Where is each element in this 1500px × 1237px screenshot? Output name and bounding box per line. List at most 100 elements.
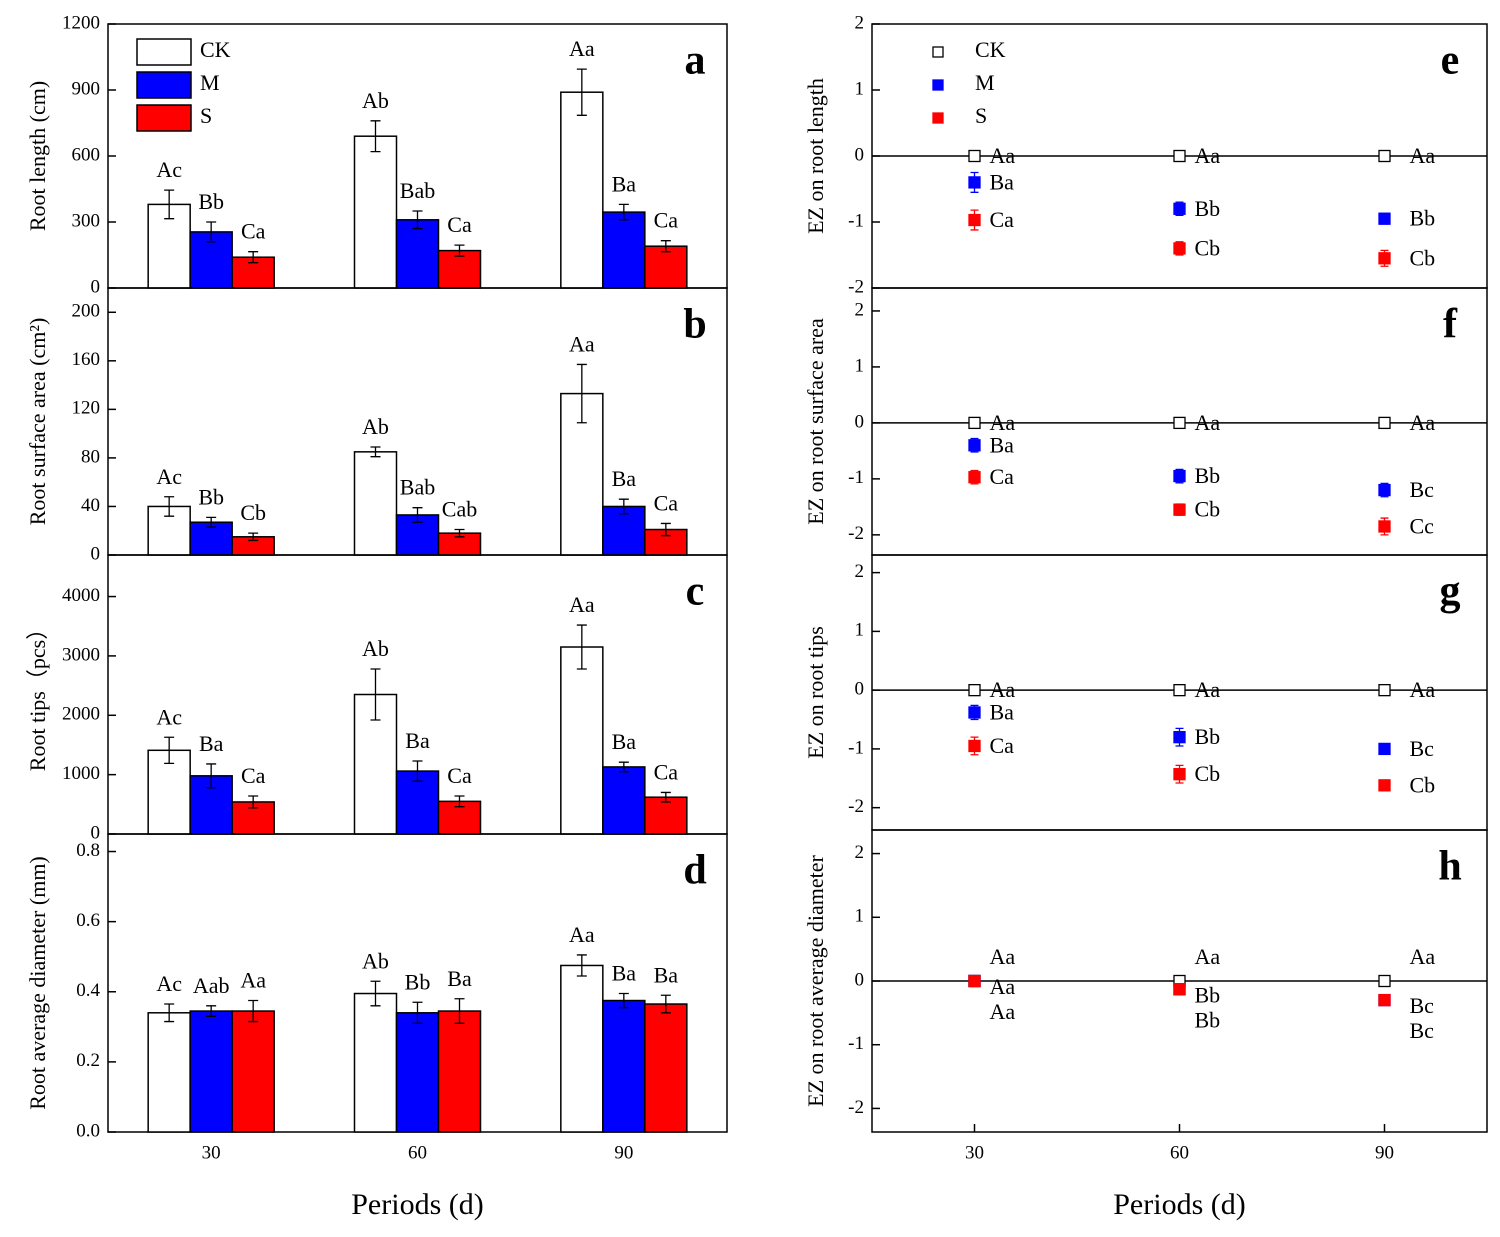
group-letter: Ba [612,171,637,196]
bar [602,766,646,835]
bar [644,245,688,289]
error-bar [412,507,423,523]
y-tick-label: 1 [855,78,865,99]
point [968,706,981,719]
group-letter: Aa [1410,410,1436,435]
group-letter: Bab [400,475,435,500]
group-letter: Ba [990,169,1015,194]
x-tick-label: 30 [965,1142,984,1163]
error-bar [454,528,465,538]
panel-label: e [1441,38,1460,84]
x-axis-label: Periods (d) [351,1188,483,1221]
error-bar [248,251,259,264]
point [968,213,981,227]
legend-swatch [136,38,192,66]
legend-swatch [932,112,944,124]
point [968,439,981,452]
group-letter: Ba [612,729,637,754]
group-letter: Aa [1410,143,1436,168]
y-tick-label: -1 [848,1033,864,1054]
bar [395,1012,440,1133]
error-bar [576,363,587,424]
group-letter: Ca [447,763,472,788]
y-tick-label: 160 [72,349,101,370]
point [1378,974,1391,988]
point [1173,503,1186,516]
y-tick-label: -1 [848,210,864,231]
y-tick-label: 0.6 [76,910,100,931]
point [968,974,981,988]
error-bar [618,992,629,1009]
y-tick-label: 0.4 [76,980,100,1001]
y-tick-label: 80 [81,446,100,467]
y-tick-label: 2 [855,12,865,33]
group-letter: Ca [990,207,1015,232]
bar [189,1010,233,1133]
y-tick-label: 40 [81,495,100,516]
legend-label: CK [200,37,231,62]
bar [231,1010,275,1133]
group-letter: Aa [1195,677,1221,702]
y-axis-label: EZ on root average diameter [803,855,828,1107]
group-letter: Ba [447,966,472,991]
group-letter: Aa [1410,677,1436,702]
bar [353,135,398,289]
error-bar [412,210,423,230]
error-bar [248,999,259,1023]
group-letter: Bb [1410,206,1436,231]
group-letter: Aa [1410,944,1436,969]
error-bar [618,498,629,515]
group-letter: Ab [362,636,389,661]
error-bar [164,1003,175,1023]
point [1378,779,1391,792]
x-axis-label: Periods (d) [1113,1188,1245,1221]
group-letter: Cb [1195,497,1221,522]
error-bar [660,994,671,1014]
error-bar [660,791,671,803]
group-letter: Aa [990,974,1016,999]
y-tick-label: 2000 [62,704,100,725]
legend-swatch [932,46,944,58]
group-letter: Bb [1195,196,1221,221]
group-letter: Aa [569,592,595,617]
y-tick-label: 1200 [62,12,100,33]
point [1173,469,1186,483]
bar [560,964,604,1133]
point [968,683,981,697]
y-tick-label: 0 [855,969,865,990]
y-tick-label: 0 [91,543,101,564]
panel-label: c [686,569,705,615]
group-letter: Aa [1195,143,1221,168]
y-axis-label: Root tips（pcs） [25,618,50,771]
point [1378,520,1391,533]
panel-label: h [1438,844,1461,890]
group-letter: Bab [400,178,435,203]
error-bar [412,760,423,782]
point [1378,742,1391,756]
y-tick-label: 1 [855,620,865,641]
y-tick-label: 0 [855,144,865,165]
error-bar [164,496,175,517]
group-letter: Bc [1410,736,1435,761]
y-axis-label: EZ on root surface area [803,318,828,525]
group-letter: Ca [990,733,1015,758]
x-tick-label: 90 [1375,1142,1394,1163]
bar [644,796,688,835]
y-tick-label: 0 [855,679,865,700]
group-letter: Ac [156,464,182,489]
legend-label: M [200,70,220,95]
group-letter: Aa [569,922,595,947]
y-tick-label: 0 [855,411,865,432]
point [1378,416,1391,430]
bar [644,1003,688,1133]
group-letter: Ca [654,208,679,233]
point [1173,149,1186,163]
bar [560,646,604,835]
error-bar [164,736,175,765]
group-letter: Ba [612,961,637,986]
error-bar [412,1001,423,1024]
group-letter: Bb [1195,724,1221,749]
point [1378,252,1391,265]
